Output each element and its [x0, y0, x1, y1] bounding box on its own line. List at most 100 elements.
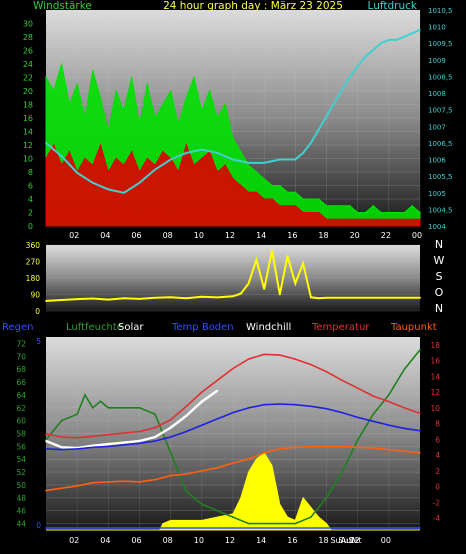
point-luftfeuchte — [138, 407, 141, 409]
wind-pressure-series — [45, 28, 421, 227]
point-windb-en — [325, 218, 328, 221]
point-temp-boden — [403, 427, 406, 430]
c3-left-tick: 56 — [16, 442, 26, 451]
point-temp-boden — [279, 403, 281, 405]
c1-right-tick: 1009,5 — [428, 40, 453, 48]
c2-tick: 180 — [26, 274, 41, 283]
c1-left-tick: 22 — [23, 74, 33, 83]
point-luftfeuchte — [154, 413, 156, 416]
c1-left-tick: 16 — [23, 114, 33, 123]
c3-right-tick: 10 — [430, 404, 440, 413]
point-windrichtung — [216, 296, 219, 299]
point-windchill — [201, 400, 203, 403]
c3-rain-tick: 0 — [36, 521, 41, 530]
point-temperatur — [154, 426, 156, 429]
point-windst-rke — [247, 164, 250, 167]
point-luftfeuchte — [279, 522, 281, 525]
point-windst-rke — [411, 205, 414, 207]
point-luftfeuchte — [341, 471, 343, 473]
point-temp-boden — [247, 407, 250, 409]
point-windst-rke — [395, 211, 398, 214]
point-temp-boden — [356, 416, 359, 419]
point-taupunkt — [138, 481, 141, 483]
point-taupunkt — [356, 446, 359, 449]
point-windst-rke — [138, 124, 141, 126]
point-windb-en — [53, 144, 55, 146]
c1-x-tick: 00 — [412, 231, 422, 240]
c1-right-tick: 1005 — [428, 190, 446, 198]
point-windrichtung — [247, 282, 250, 285]
point-temperatur — [60, 436, 63, 438]
point-windst-rke — [193, 76, 195, 79]
c1-x-tick: 08 — [163, 231, 173, 240]
point-luftdruck — [395, 39, 398, 41]
point-luftdruck — [310, 142, 312, 144]
point-windst-rke — [333, 205, 336, 207]
point-taupunkt — [263, 452, 266, 454]
c3-x-tick: 22 — [350, 536, 360, 545]
point-luftfeuchte — [419, 349, 421, 351]
point-windchill — [107, 443, 110, 445]
point-luftfeuchte — [60, 419, 63, 422]
point-temperatur — [201, 391, 203, 393]
c3-x-tick: 08 — [163, 536, 173, 545]
point-windb-en — [349, 218, 351, 221]
point-taupunkt — [92, 481, 94, 484]
c3-left-tick: 60 — [16, 417, 26, 426]
point-windb-en — [247, 191, 250, 194]
c1-left-tick: 8 — [28, 168, 33, 177]
point-windst-rke — [130, 76, 133, 79]
point-windchill — [92, 444, 94, 447]
point-temp-boden — [123, 444, 125, 446]
point-windb-en — [403, 218, 406, 221]
point-windrichtung — [239, 292, 242, 295]
point-windb-en — [240, 184, 242, 187]
c1-right-tick: 1007,5 — [428, 107, 453, 115]
c2-tick: 90 — [30, 291, 40, 300]
c1-x-tick: 02 — [69, 231, 79, 240]
point-windrichtung — [310, 296, 312, 299]
point-temperatur — [419, 412, 421, 415]
point-windb-en — [146, 157, 149, 160]
point-luftdruck — [154, 168, 156, 171]
point-windchill — [154, 436, 156, 438]
point-temperatur — [107, 433, 110, 436]
c3-left-tick: 66 — [16, 378, 26, 387]
c1-left-tick: 14 — [23, 128, 33, 137]
point-regen — [45, 527, 47, 529]
point-windb-en — [115, 157, 117, 160]
wind-pressure-chart: 02468101214161820222426283010041004,5100… — [23, 0, 453, 240]
legend-temp-boden: Temp Boden — [171, 322, 234, 333]
point-luftdruck — [372, 49, 375, 51]
c1-right-tick: 1006 — [428, 157, 446, 165]
point-luftfeuchte — [99, 400, 102, 403]
point-windb-en — [138, 171, 141, 173]
point-windb-en — [263, 198, 266, 200]
point-windst-rke — [92, 70, 94, 72]
point-windb-en — [193, 164, 195, 167]
point-luftfeuchte — [92, 407, 94, 409]
point-luftfeuchte — [310, 516, 312, 518]
c3-x-tick: 12 — [225, 536, 235, 545]
point-windchill — [45, 440, 47, 442]
point-temp-boden — [341, 411, 343, 414]
c3-x-tick: 14 — [256, 536, 266, 545]
c1-x-tick: 22 — [381, 231, 391, 240]
series-windb-en — [45, 143, 421, 227]
point-windb-en — [177, 171, 180, 173]
point-windst-rke — [403, 211, 406, 214]
point-windst-rke — [302, 198, 304, 200]
point-temp-boden — [154, 440, 156, 442]
c3-right-tick: 18 — [430, 341, 440, 350]
point-luftdruck — [419, 29, 421, 31]
point-windrichtung — [91, 297, 94, 300]
point-windb-en — [216, 171, 219, 173]
point-windb-en — [154, 164, 156, 167]
point-luftdruck — [45, 142, 47, 144]
point-windchill — [185, 415, 188, 417]
c1-left-tick: 20 — [23, 87, 33, 96]
point-luftfeuchte — [403, 368, 406, 371]
series-windchill — [45, 389, 219, 450]
c1-left-tick: 26 — [23, 47, 33, 56]
legend-solar: Solar — [118, 322, 144, 333]
